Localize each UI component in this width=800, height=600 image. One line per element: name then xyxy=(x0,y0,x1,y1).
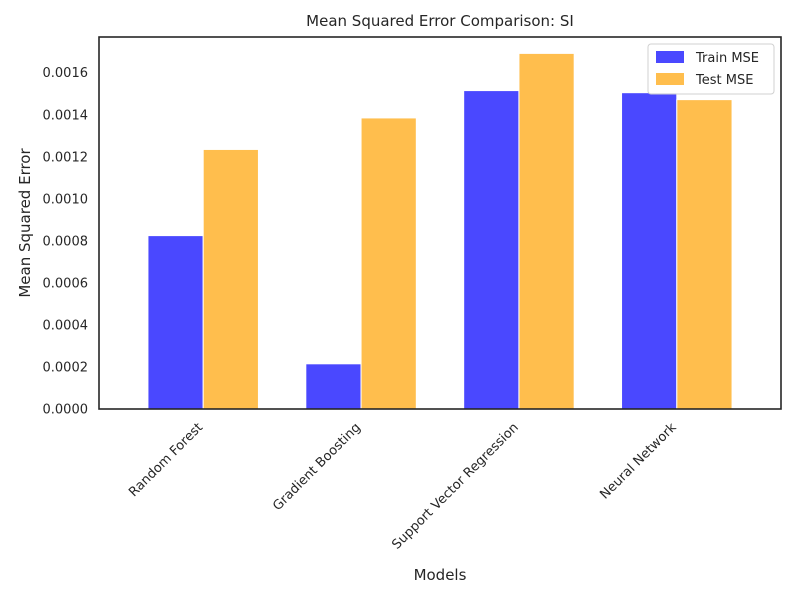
y-axis-label: Mean Squared Error xyxy=(16,148,34,298)
legend-swatch-test xyxy=(656,73,684,85)
bar-test-random-forest xyxy=(202,148,259,410)
x-axis-label: Models xyxy=(414,566,467,584)
y-tick-label: 0.0000 xyxy=(43,403,89,418)
y-tick-label: 0.0006 xyxy=(43,276,89,291)
legend: Train MSE Test MSE xyxy=(647,43,775,95)
bar-train-support-vector-regression xyxy=(463,90,520,410)
legend-label-train: Train MSE xyxy=(695,51,759,66)
legend-label-test: Test MSE xyxy=(695,73,753,88)
bars-layer xyxy=(147,52,733,410)
y-tick-label: 0.0016 xyxy=(43,66,89,81)
y-tick-label: 0.0010 xyxy=(43,192,89,207)
bar-test-support-vector-regression xyxy=(518,52,575,410)
plot-frame xyxy=(98,36,782,410)
y-tick-label: 0.0002 xyxy=(43,360,89,375)
bar-train-neural-network xyxy=(621,92,678,410)
bar-test-neural-network xyxy=(676,99,733,410)
y-tick-label: 0.0004 xyxy=(43,318,89,333)
y-tick-label: 0.0012 xyxy=(43,150,89,165)
bar-test-gradient-boosting xyxy=(360,117,417,410)
y-tick-label: 0.0014 xyxy=(43,108,89,123)
bar-train-gradient-boosting xyxy=(305,363,362,410)
chart-title: Mean Squared Error Comparison: SI xyxy=(306,12,574,30)
bar-train-random-forest xyxy=(147,235,204,410)
y-tick-label: 0.0008 xyxy=(43,234,89,249)
legend-swatch-train xyxy=(656,51,684,63)
